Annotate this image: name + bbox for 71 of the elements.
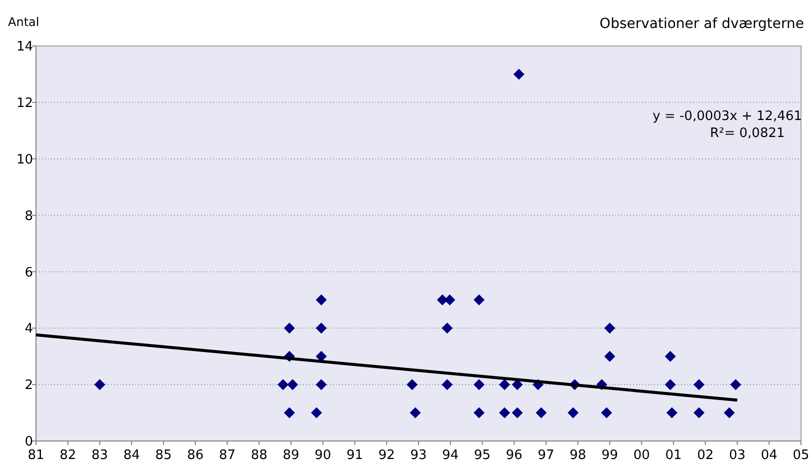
chart-title: Observationer af dværgterne [600, 16, 804, 32]
point [474, 294, 485, 306]
x-tick-label: 88 [250, 448, 268, 463]
point [311, 407, 322, 418]
point [499, 407, 510, 418]
point [316, 379, 327, 390]
y-tick-label: 8 [24, 208, 33, 224]
point [278, 379, 289, 390]
point [512, 407, 523, 418]
x-tick-label: 90 [314, 448, 332, 463]
point [724, 407, 735, 418]
annotation: R²= 0,0821 [710, 126, 785, 141]
point [601, 407, 612, 418]
point [316, 294, 327, 306]
point [316, 322, 327, 334]
point [284, 322, 295, 334]
point [568, 407, 579, 418]
y-tick-label: 6 [24, 265, 33, 280]
x-tick-label: 05 [792, 448, 810, 463]
x-tick-label: 86 [187, 448, 204, 463]
point [316, 350, 327, 362]
point [499, 379, 510, 390]
x-tick-label: 99 [601, 448, 618, 463]
y-axis-title: Antal [8, 15, 40, 29]
point [664, 379, 676, 390]
point [287, 379, 298, 390]
y-tick-label: 14 [16, 40, 33, 55]
point [284, 407, 295, 418]
x-tick-label: 98 [570, 448, 586, 463]
y-tick-label: 10 [16, 152, 33, 168]
x-tick-label: 89 [282, 448, 300, 463]
point [474, 379, 485, 390]
x-tick-label: 82 [60, 448, 76, 463]
x-tick-label: 91 [346, 448, 364, 463]
point [694, 407, 704, 418]
point [664, 350, 676, 362]
point [442, 322, 453, 334]
x-tick-label: 95 [474, 448, 491, 463]
x-tick-label: 87 [218, 448, 236, 463]
point [94, 379, 106, 390]
y-tick-label: 0 [24, 434, 33, 450]
x-tick-label: 01 [665, 448, 682, 463]
x-tick-label: 84 [123, 448, 140, 463]
x-tick-label: 96 [506, 448, 522, 463]
point [406, 379, 418, 390]
x-tick-label: 02 [697, 448, 714, 463]
point [730, 379, 742, 390]
x-tick-label: 81 [28, 448, 44, 463]
point [604, 350, 616, 362]
point [474, 407, 485, 418]
y-tick-label: 12 [16, 96, 33, 111]
x-tick-label: 93 [410, 448, 427, 463]
point [604, 322, 616, 334]
x-tick-label: 04 [760, 448, 778, 463]
x-tick-label: 94 [442, 448, 459, 463]
point [666, 407, 678, 418]
annotation: y = -0,0003x + 12,461 [652, 109, 802, 124]
point [436, 294, 448, 306]
y-tick-label: 4 [24, 322, 33, 337]
x-tick-label: 00 [633, 448, 650, 463]
point [536, 407, 547, 418]
x-tick-label: 97 [538, 448, 554, 463]
x-tick-label: 85 [155, 448, 172, 463]
x-tick-label: 92 [378, 448, 395, 463]
point [442, 379, 453, 390]
x-tick-label: 83 [91, 448, 108, 463]
point [694, 379, 704, 390]
point [410, 407, 421, 418]
point [513, 68, 524, 80]
y-tick-label: 2 [24, 378, 33, 394]
x-tick-label: 03 [728, 448, 746, 463]
